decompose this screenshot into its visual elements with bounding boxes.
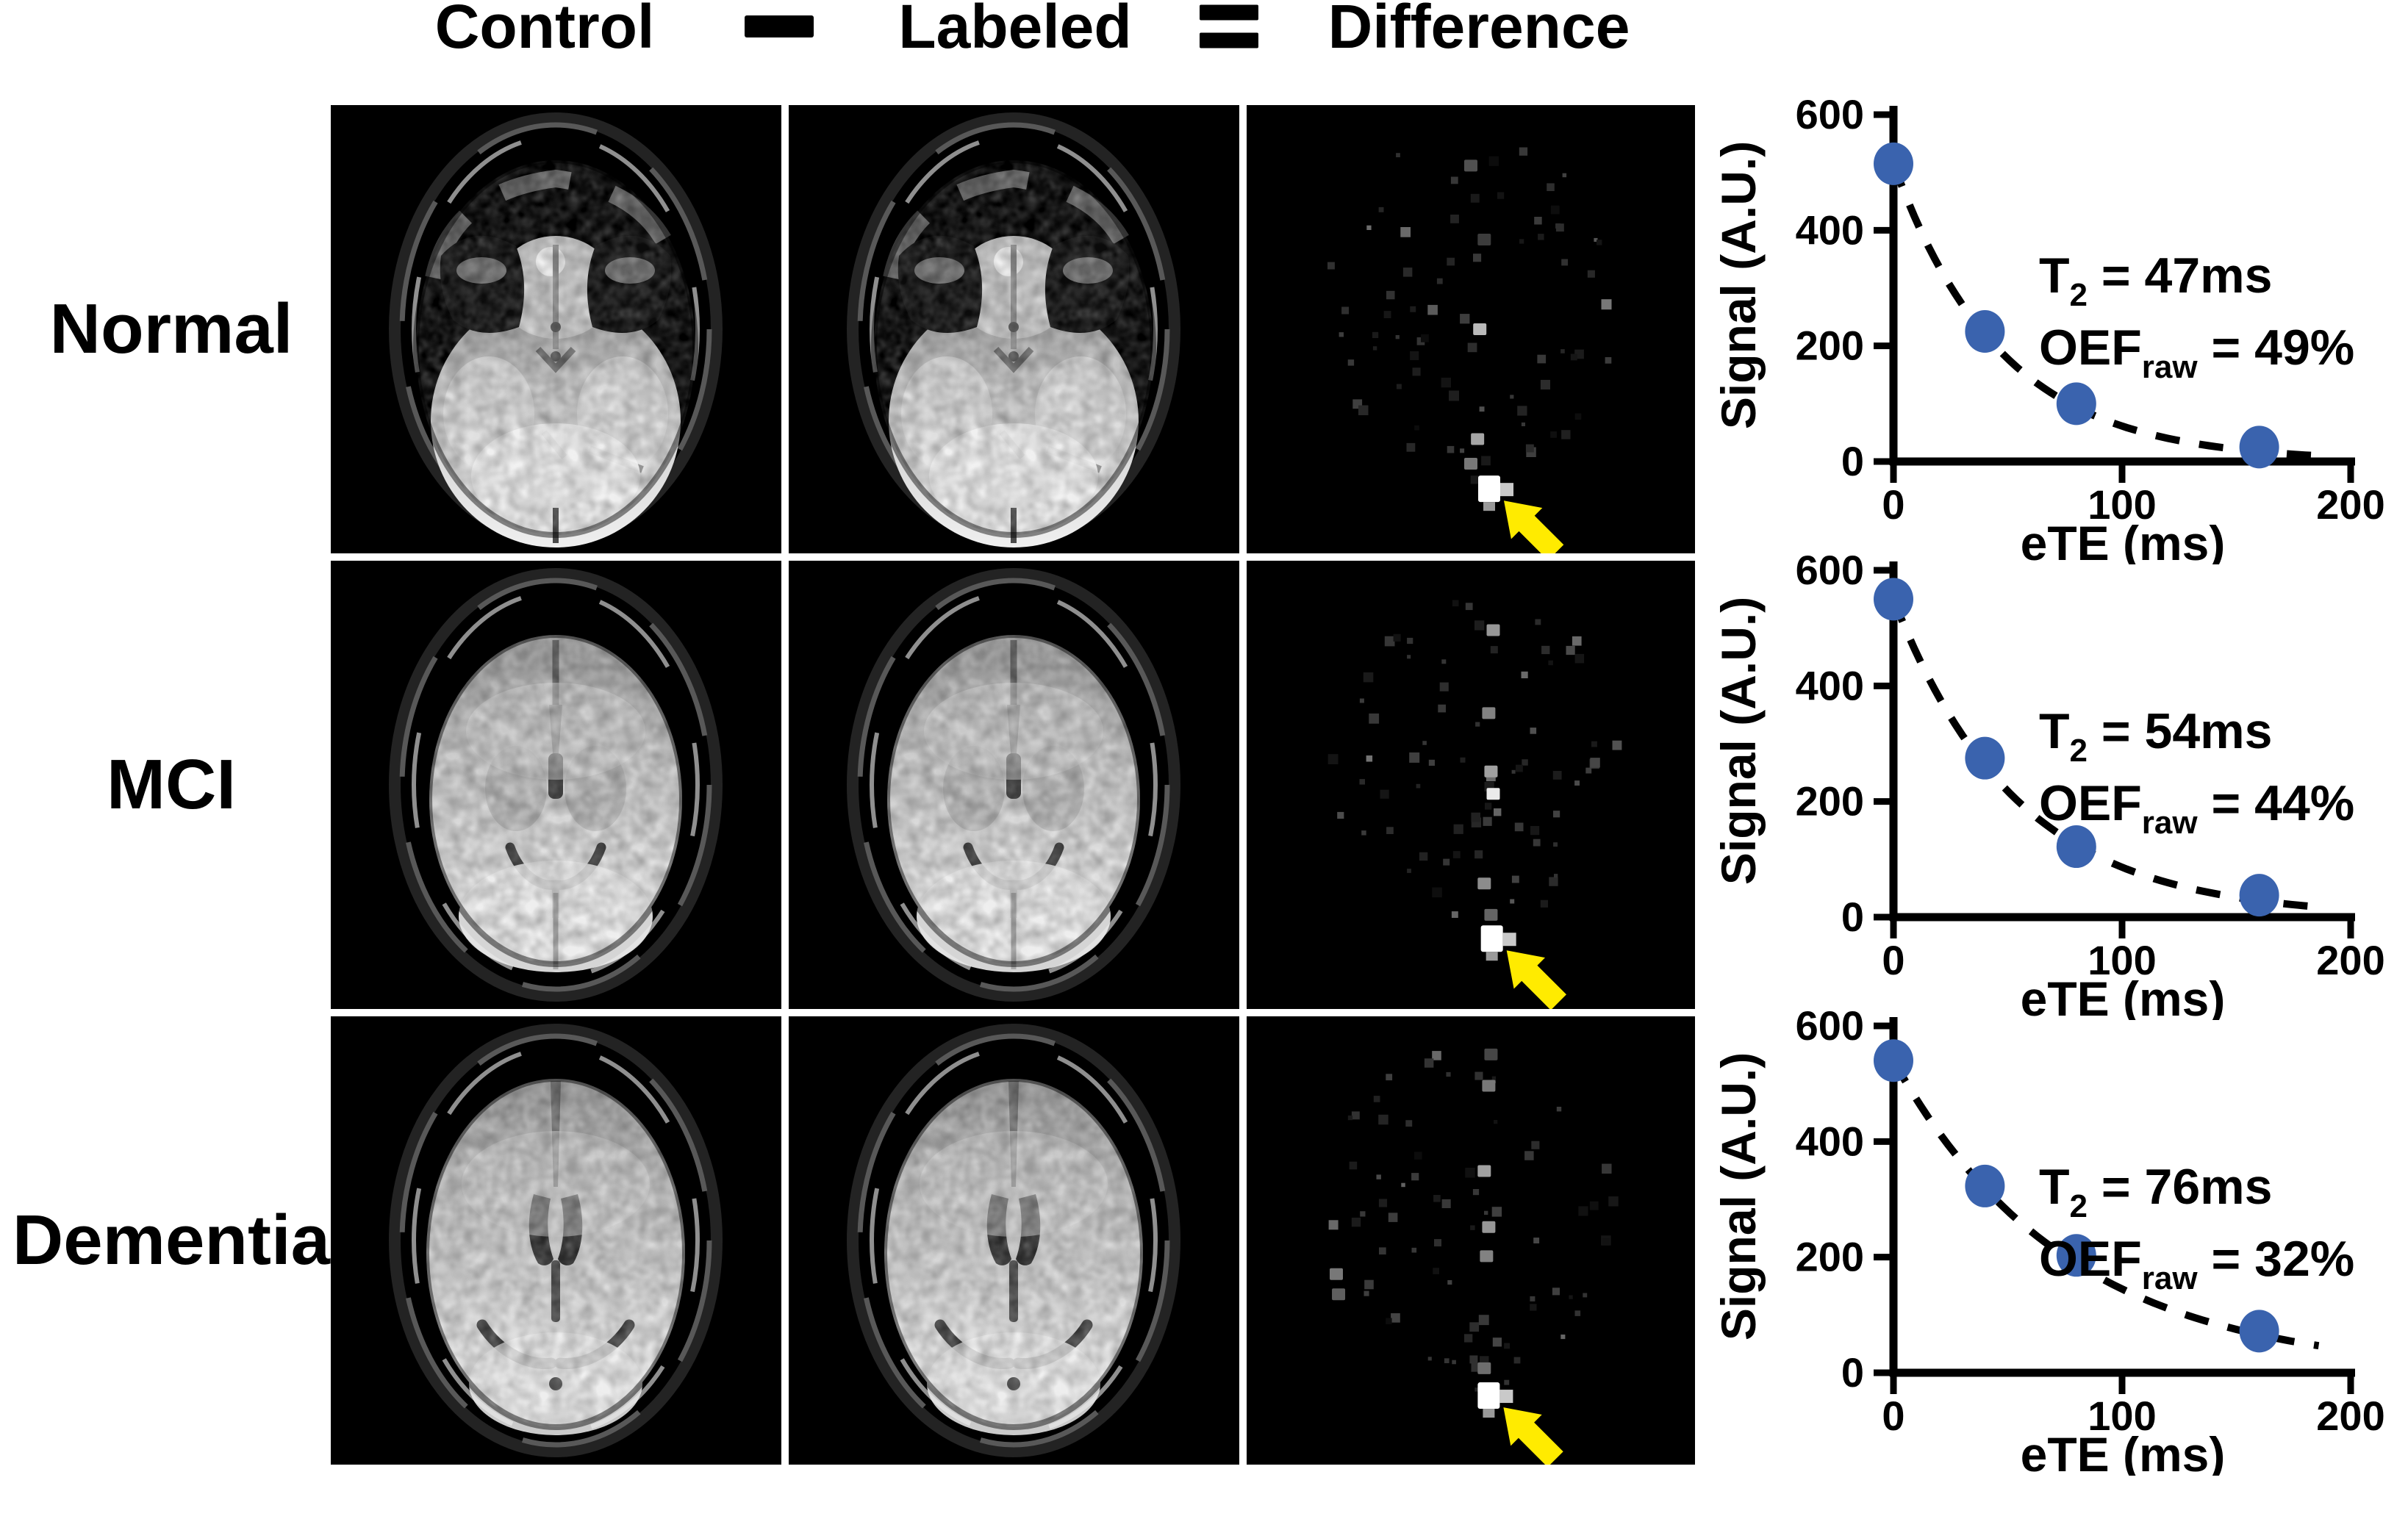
- equals-operator-icon: [1200, 4, 1258, 49]
- svg-text:eTE (ms): eTE (ms): [2021, 972, 2226, 1020]
- chart-dementia-t2-decay: 0 200 400 600 0 100 200 eTE (ms) Signal (A.U.) T2…: [1713, 961, 2408, 1476]
- svg-text:100: 100: [2088, 937, 2156, 983]
- svg-text:100: 100: [2088, 481, 2156, 528]
- chart-mci-t2-decay: 0 200 400 600 0 100 200 eTE (ms) Signal (A.U.) T2…: [1713, 506, 2408, 1020]
- svg-text:200: 200: [1796, 323, 1864, 369]
- svg-text:Signal (A.U.): Signal (A.U.): [1713, 1052, 1766, 1340]
- yellow-arrow-icon: [1506, 950, 1567, 1009]
- svg-text:0: 0: [1841, 894, 1864, 940]
- svg-text:eTE (ms): eTE (ms): [2021, 516, 2226, 564]
- svg-text:600: 600: [1796, 91, 1864, 137]
- svg-text:400: 400: [1796, 207, 1864, 253]
- svg-text:Signal (A.U.): Signal (A.U.): [1713, 141, 1766, 429]
- svg-text:100: 100: [2088, 1393, 2156, 1439]
- equals-bar-bottom: [1200, 32, 1258, 49]
- difference-mri-image: [1247, 105, 1695, 553]
- decay-plot-svg: 0 200 400 600 0 100 200 eTE (ms) Signal (A.U.) T2…: [1713, 91, 2385, 564]
- row-label-mci: MCI: [107, 745, 236, 824]
- chart-normal-t2-decay: 0 200 400 600 0 100 200 eTE (ms) Signal (A.U.) T2…: [1713, 50, 2408, 564]
- mri-panel-mci-control: [331, 561, 781, 1009]
- column-header-control: Control: [434, 0, 655, 61]
- svg-text:T2 = 47ms: T2 = 47ms: [2039, 248, 2272, 313]
- axial-brain-mri-image: [789, 561, 1239, 1009]
- bright-voxel-spot: [1480, 925, 1516, 961]
- svg-text:0: 0: [1882, 1393, 1904, 1439]
- svg-text:OEFraw = 32%: OEFraw = 32%: [2039, 1231, 2354, 1296]
- equals-bar-top: [1200, 4, 1258, 21]
- mri-panel-normal-difference: [1247, 105, 1695, 553]
- svg-text:0: 0: [1841, 1349, 1864, 1396]
- svg-text:T2 = 54ms: T2 = 54ms: [2039, 703, 2272, 769]
- yellow-arrow-icon: [1503, 500, 1564, 553]
- row-label-dementia: Dementia: [12, 1201, 331, 1279]
- svg-text:200: 200: [1796, 778, 1864, 825]
- svg-text:200: 200: [1796, 1234, 1864, 1280]
- minus-bar: [745, 15, 814, 37]
- svg-text:0: 0: [1841, 438, 1864, 484]
- svg-text:OEFraw = 44%: OEFraw = 44%: [2039, 775, 2354, 841]
- mri-panel-normal-control: [331, 105, 781, 553]
- svg-text:200: 200: [2316, 937, 2384, 983]
- column-header-difference: Difference: [1327, 0, 1630, 61]
- mri-panel-normal-labeled: [789, 105, 1239, 553]
- minus-operator-icon: [745, 15, 814, 37]
- svg-text:600: 600: [1796, 547, 1864, 593]
- axial-brain-mri-image: [331, 561, 781, 1009]
- svg-text:400: 400: [1796, 662, 1864, 708]
- yellow-arrow-icon: [1503, 1407, 1563, 1465]
- axial-brain-mri-image: [331, 105, 781, 553]
- mri-panel-dementia-control: [331, 1016, 781, 1465]
- difference-mri-image: [1247, 1016, 1695, 1465]
- svg-text:eTE (ms): eTE (ms): [2021, 1427, 2226, 1476]
- axial-brain-mri-image: [331, 1016, 781, 1465]
- svg-text:OEFraw = 49%: OEFraw = 49%: [2039, 320, 2354, 385]
- svg-text:T2 = 76ms: T2 = 76ms: [2039, 1159, 2272, 1224]
- svg-text:Signal (A.U.): Signal (A.U.): [1713, 597, 1766, 885]
- difference-mri-image: [1247, 561, 1695, 1009]
- svg-text:600: 600: [1796, 1002, 1864, 1049]
- svg-text:200: 200: [2316, 1393, 2384, 1439]
- svg-text:0: 0: [1882, 481, 1904, 528]
- bright-voxel-spot: [1478, 475, 1514, 511]
- mri-panel-mci-difference: [1247, 561, 1695, 1009]
- mri-panel-dementia-difference: [1247, 1016, 1695, 1465]
- svg-text:400: 400: [1796, 1118, 1864, 1164]
- svg-text:200: 200: [2316, 481, 2384, 528]
- decay-plot-svg: 0 200 400 600 0 100 200 eTE (ms) Signal (A.U.) T2…: [1713, 1002, 2385, 1476]
- decay-plot-svg: 0 200 400 600 0 100 200 eTE (ms) Signal (A.U.) T2…: [1713, 547, 2385, 1020]
- mri-panel-dementia-labeled: [789, 1016, 1239, 1465]
- axial-brain-mri-image: [789, 105, 1239, 553]
- axial-brain-mri-image: [789, 1016, 1239, 1465]
- mri-panel-mci-labeled: [789, 561, 1239, 1009]
- bright-voxel-spot: [1477, 1382, 1513, 1418]
- column-header-labeled: Labeled: [898, 0, 1132, 61]
- row-label-normal: Normal: [49, 290, 293, 368]
- svg-text:0: 0: [1882, 937, 1904, 983]
